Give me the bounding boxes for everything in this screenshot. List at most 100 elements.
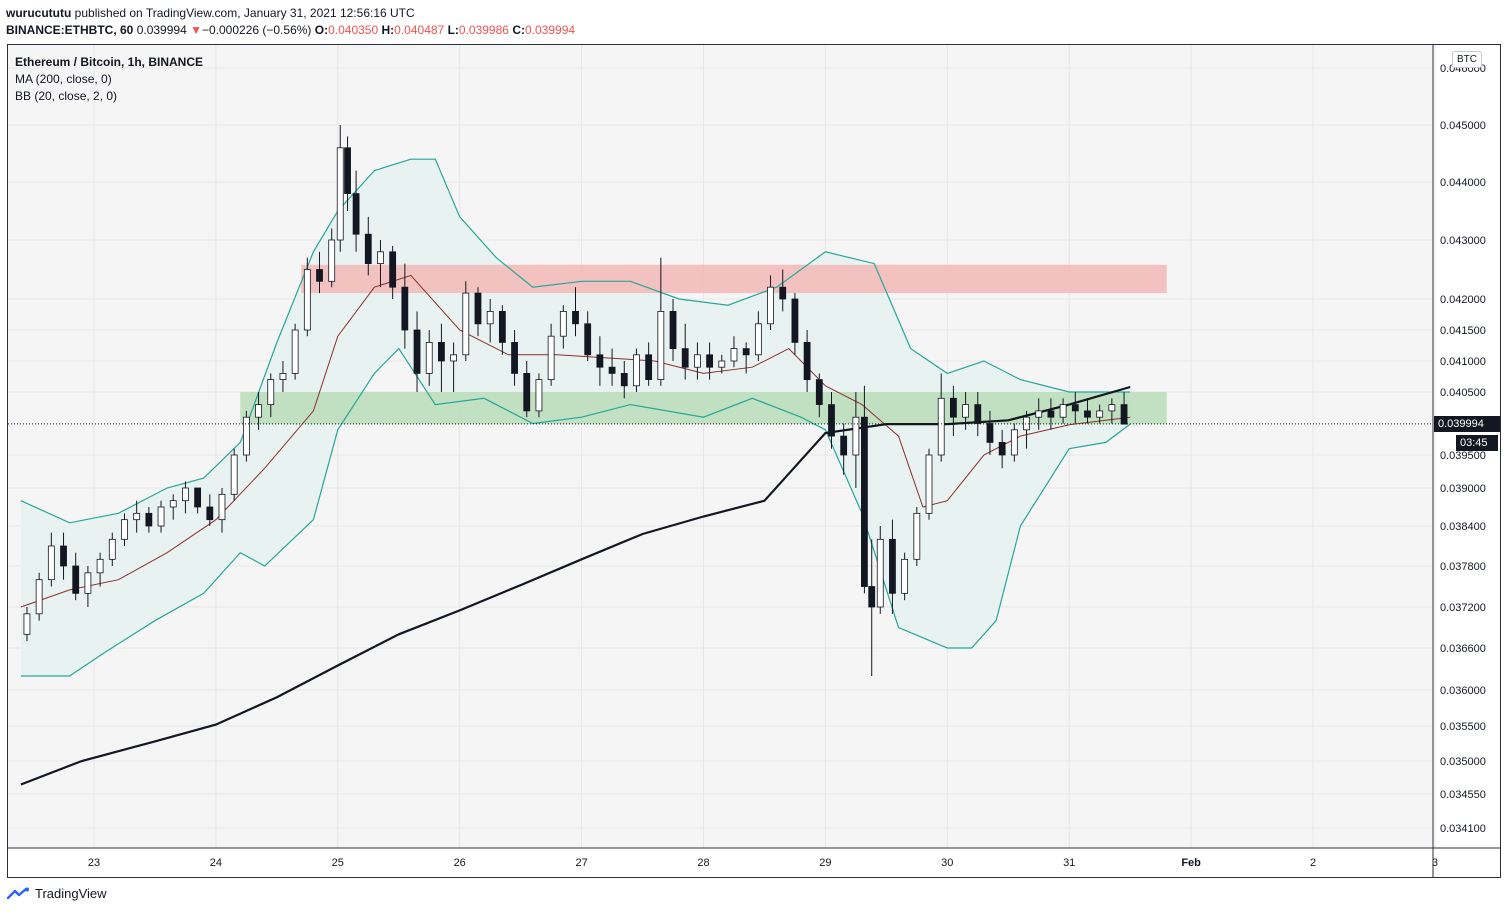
y-tick-label: 0.034100 (1440, 823, 1486, 835)
candle-body (194, 487, 202, 508)
y-tick-label: 0.038400 (1440, 521, 1486, 533)
y-tick-label: 0.036000 (1440, 685, 1486, 697)
candle-body (1047, 410, 1055, 418)
candle-body (584, 323, 592, 356)
legend-ma[interactable]: MA (200, close, 0) (15, 72, 112, 86)
candle-body (962, 404, 969, 418)
y-tick-label: 0.039000 (1440, 483, 1486, 495)
candle-body (645, 354, 653, 380)
candle-body (72, 565, 80, 594)
legend-title: Ethereum / Bitcoin, 1h, BINANCE (15, 55, 204, 69)
y-tick-label: 0.034550 (1440, 789, 1486, 801)
candle-body (267, 379, 275, 406)
candle-body (706, 354, 713, 368)
x-tick-label: 2 (1310, 857, 1316, 869)
candle-body (767, 286, 774, 325)
candle-body (511, 341, 518, 374)
candle-body (925, 454, 933, 514)
candle-body (389, 251, 397, 288)
candle-body (316, 269, 323, 282)
candle-body (559, 310, 567, 337)
candle-body (694, 354, 701, 368)
candle-body (230, 454, 238, 495)
candle-body (462, 292, 470, 356)
open-label: O: (314, 23, 329, 37)
footer-brand[interactable]: TradingView (35, 886, 107, 901)
high-label: H: (381, 23, 395, 37)
candle-body (547, 335, 555, 381)
candle-body (145, 512, 153, 527)
candle-body (1084, 410, 1091, 418)
candle-body (23, 613, 31, 635)
change-arrow-icon: ▼ (190, 23, 202, 37)
candle-body (60, 545, 67, 567)
low-value: 0.039986 (458, 23, 509, 37)
candle-body (438, 341, 445, 362)
x-tick-label: 25 (332, 857, 344, 869)
candle-body (84, 572, 92, 594)
y-tick-label: 0.040500 (1440, 387, 1486, 399)
publisher-name: wurucututu (6, 6, 72, 20)
candle-body (828, 404, 835, 437)
candle-body (242, 416, 250, 456)
candle-body (730, 348, 738, 362)
candle-body (377, 251, 384, 265)
candle-body (742, 348, 750, 356)
candle-body (1023, 416, 1030, 431)
candle-body (901, 558, 909, 594)
x-tick-label: 27 (575, 857, 587, 869)
publish-info: wurucututu published on TradingView.com,… (6, 6, 415, 20)
x-tick-label: 23 (88, 857, 100, 869)
legend-bb[interactable]: BB (20, close, 2, 0) (15, 89, 118, 103)
chart-frame (7, 44, 1501, 878)
candle-body (657, 310, 665, 380)
candle-body (291, 329, 299, 374)
candle-body (336, 147, 344, 241)
symbol-label: BINANCE:ETHBTC, 60 (6, 23, 134, 37)
candle-body (1059, 404, 1067, 418)
candle-body (815, 379, 823, 406)
bb-basis-line (20, 274, 1131, 608)
y-tick-label: 0.042000 (1440, 294, 1486, 306)
y-tick-label: 0.036600 (1440, 643, 1486, 655)
candle-body (840, 435, 848, 456)
candle-body (937, 397, 945, 456)
candle-body (681, 348, 689, 368)
tradingview-logo-icon (7, 887, 29, 899)
candle-body (328, 239, 336, 282)
y-tick-label: 0.045000 (1440, 120, 1486, 132)
x-tick-label: 3 (1432, 857, 1438, 869)
chart-legend: Ethereum / Bitcoin, 1h, BINANCE MA (200,… (15, 54, 203, 105)
candle-body (1035, 410, 1043, 418)
bb-lower-line (20, 347, 1131, 677)
candle-body (121, 519, 128, 540)
bb-upper-line (20, 158, 1131, 524)
countdown-tag: 03:45 (1456, 435, 1498, 451)
close-value: 0.039994 (524, 23, 576, 37)
y-tick-label: 0.035500 (1440, 721, 1486, 733)
candle-body (182, 487, 189, 502)
candle-body (779, 286, 787, 300)
y-tick-label: 0.044000 (1440, 177, 1486, 189)
candle-body (108, 538, 116, 560)
candle-body (279, 372, 287, 380)
candle-body (364, 233, 372, 264)
candle-body (868, 586, 876, 608)
y-tick-label: 0.037800 (1440, 561, 1486, 573)
candle-body (401, 286, 409, 331)
candle-body (913, 512, 921, 560)
candle-body (523, 372, 531, 412)
y-tick-label: 0.043000 (1440, 235, 1486, 247)
x-tick-label: 31 (1063, 857, 1075, 869)
candle-body (633, 354, 640, 387)
candle-body (218, 493, 226, 521)
candle-body (949, 397, 957, 418)
change-value: −0.000226 (−0.56%) (201, 23, 312, 37)
candle-body (889, 538, 896, 594)
footer: TradingView (7, 886, 107, 901)
candle-body (47, 545, 55, 581)
publish-text: published on TradingView.com, January 31… (74, 6, 415, 20)
x-tick-label: 28 (697, 857, 709, 869)
currency-button[interactable]: BTC (1452, 51, 1482, 68)
